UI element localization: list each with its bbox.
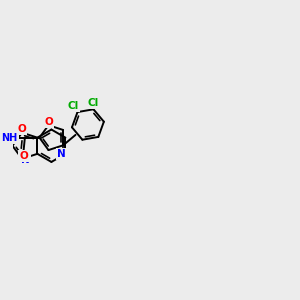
Text: O: O xyxy=(18,124,26,134)
Text: NH: NH xyxy=(2,133,18,142)
Text: Cl: Cl xyxy=(88,98,99,108)
Text: O: O xyxy=(19,151,28,160)
Text: N: N xyxy=(21,155,30,165)
Text: Cl: Cl xyxy=(68,101,79,111)
Text: N: N xyxy=(57,149,66,159)
Text: O: O xyxy=(44,116,53,127)
